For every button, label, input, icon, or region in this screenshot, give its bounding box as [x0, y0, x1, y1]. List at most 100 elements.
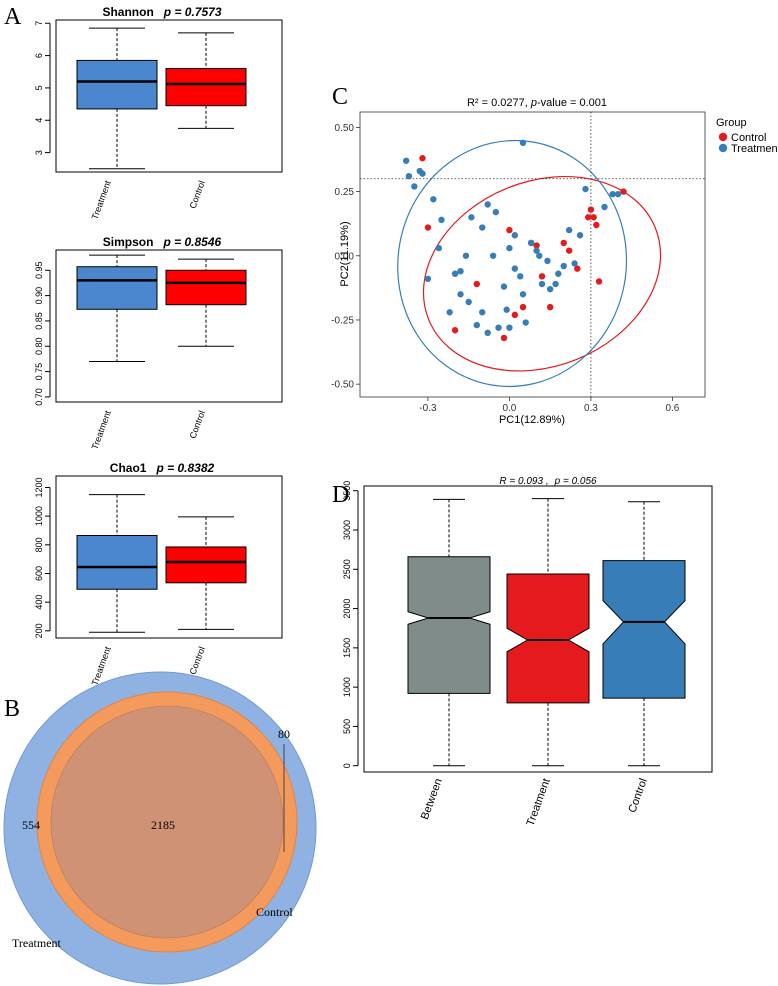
pca-point-treatment: [565, 226, 573, 234]
anosim-box-between: [407, 498, 491, 767]
pca-title: R² = 0.0277, p-value = 0.001: [467, 97, 607, 109]
simpson-title: Simpson p = 0.8546: [103, 235, 222, 249]
pca-point-control: [560, 239, 567, 247]
anosim-y-tick-label: 1000: [342, 677, 352, 697]
shannon-boxplot: Shannon p = 0.7573 3 4 5 6 7 Treatment Contro…: [34, 5, 283, 221]
pca-point-treatment: [500, 283, 508, 290]
pca-point-treatment: [411, 183, 418, 190]
simpson-plot-frame: [55, 249, 283, 403]
venn-overlap-region: [50, 705, 284, 939]
pca-y-tick-label: 0.00: [335, 251, 355, 262]
pca-point-treatment: [465, 298, 472, 306]
pca-point-control: [451, 327, 459, 334]
shannon-y-tick-label: 4: [34, 118, 44, 123]
pca-point-treatment: [538, 280, 546, 288]
anosim-boxplot: R = 0.093 , p = 0.056 0 500 1000 1500 2000 250…: [342, 476, 713, 828]
pca-ellipse-control: [422, 175, 662, 372]
pca-point-control: [519, 303, 527, 311]
pca-point-control: [595, 278, 603, 285]
iqr-box: [407, 556, 491, 694]
simpson-boxplot: Simpson p = 0.8546 0.700.750.800.850.900.…: [34, 235, 283, 451]
pca-point-treatment: [511, 232, 519, 239]
pca-point-treatment: [601, 203, 608, 211]
chao1-box-control: [165, 516, 247, 630]
shannon-y-tick-label: 3: [34, 150, 44, 155]
pca-title-p-rest: -value = 0.001: [537, 97, 607, 109]
pca-point-treatment: [519, 139, 527, 147]
pca-legend-treatment-marker: [718, 143, 728, 153]
pca-point-control: [424, 224, 432, 231]
pca-point-treatment: [511, 265, 519, 272]
pca-point-control: [511, 311, 519, 319]
chao1-y-tick-label: 400: [34, 595, 44, 610]
pca-point-control: [533, 242, 540, 249]
pca-point-treatment: [457, 267, 464, 275]
pca-x-tick-label: 0.0: [502, 403, 516, 414]
pca-y-tick-label: 0.25: [335, 187, 355, 198]
pca-point-treatment: [430, 196, 437, 203]
anosim-xlabel-between: Between: [419, 777, 445, 821]
panel-label-d: D: [332, 482, 349, 508]
pca-point-treatment: [552, 280, 559, 288]
simpson-y-tick-label: 0.95: [34, 262, 44, 280]
shannon-title-p: p = 0.7573: [163, 5, 222, 19]
shannon-xlabel-control: Control: [188, 179, 207, 210]
shannon-y-axis: 3 4 5 6 7: [34, 21, 51, 155]
pca-point-treatment: [402, 157, 410, 164]
pca-point-treatment: [479, 224, 486, 231]
pca-points: [402, 139, 627, 342]
pca-point-treatment: [544, 257, 551, 265]
shannon-xlabel-treatment: Treatment: [90, 179, 113, 221]
simpson-y-axis: 0.70 0.75 0.80 0.85 0.90 0.95: [34, 262, 51, 406]
chao1-y-tick-label: 800: [34, 537, 44, 552]
pca-point-treatment: [609, 190, 616, 198]
pca-point-treatment: [457, 291, 464, 298]
pca-point-treatment: [517, 273, 524, 280]
pca-point-treatment: [546, 285, 554, 293]
venn-diagram: 554 2185 80 Treatment Control: [3, 671, 317, 985]
shannon-y-tick-label: 5: [34, 85, 44, 90]
shannon-title-name: Shannon: [102, 5, 153, 19]
anosim-title-r: R = 0.093 ,: [499, 476, 548, 487]
simpson-boxes: [76, 254, 247, 362]
iqr-box: [76, 266, 158, 310]
pca-point-treatment: [492, 208, 500, 216]
chao1-xlabel-control: Control: [188, 645, 207, 676]
shannon-title: Shannon p = 0.7573: [102, 5, 221, 19]
pca-point-control: [620, 188, 627, 195]
pca-y-tick-label: -0.50: [331, 380, 354, 391]
pca-point-control: [590, 214, 597, 221]
simpson-y-tick-label: 0.70: [34, 388, 44, 406]
pca-point-treatment: [451, 270, 459, 277]
pca-legend: Group Control Treatment: [716, 117, 778, 155]
pca-point-treatment: [484, 329, 491, 337]
pca-point-treatment: [533, 247, 540, 254]
chao1-y-axis: 200 400 600 800 1000 1200: [34, 477, 51, 638]
anosim-y-tick-label: 3000: [342, 520, 352, 540]
anosim-y-tick-label: 0: [342, 763, 352, 768]
panel-label-c: C: [332, 84, 348, 110]
venn-only-treatment-count: 554: [22, 818, 40, 832]
pca-point-control: [587, 206, 595, 213]
panel-label-b: B: [4, 696, 20, 722]
simpson-y-tick-label: 0.75: [34, 363, 44, 381]
iqr-box: [602, 560, 686, 699]
pca-point-treatment: [522, 319, 529, 326]
pca-point-treatment: [571, 260, 578, 267]
chao1-y-tick-label: 1200: [34, 477, 44, 497]
shannon-plot-frame: [55, 19, 283, 173]
pca-point-control: [473, 280, 481, 288]
pca-point-treatment: [536, 252, 543, 259]
pca-point-control: [565, 247, 573, 254]
pca-legend-title: Group: [716, 117, 747, 129]
pca-point-treatment: [503, 306, 510, 313]
pca-point-control: [506, 226, 513, 234]
pca-ellipse-treatment: [397, 139, 628, 388]
shannon-y-tick-label: 7: [34, 21, 44, 26]
venn-shared-count: 2185: [151, 818, 175, 832]
iqr-box: [165, 546, 247, 584]
pca-point-treatment: [576, 232, 584, 239]
pca-legend-treatment-label: Treatment: [731, 143, 778, 155]
chao1-title-name: Chao1: [110, 461, 147, 475]
